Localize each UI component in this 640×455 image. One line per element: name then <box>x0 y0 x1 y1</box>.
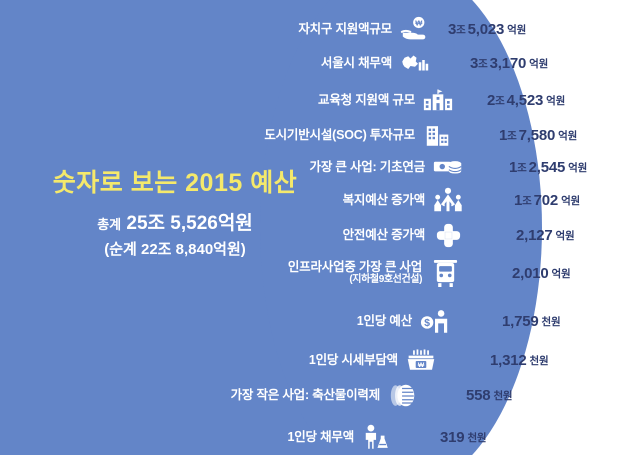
row-value-number: 1,759 <box>502 312 539 330</box>
row-value-number: 3,170 <box>489 54 527 72</box>
row-value: 2,010 억원 <box>512 256 571 290</box>
row-value: 1,759 천원 <box>502 304 561 338</box>
row-value-jo-part: 2 <box>487 91 496 109</box>
row-value-jo-part: 3 <box>448 20 457 38</box>
hand-holding-won-icon: ₩ <box>400 14 430 44</box>
row-value-jo-unit: 조 <box>522 194 532 207</box>
budget-row-5: 가장 큰 사업: 기초연금 <box>0 150 463 184</box>
row-label: 1인당 시세부담액 <box>308 353 398 367</box>
row-value: 319 천원 <box>440 420 487 454</box>
row-value-number: 702 <box>533 191 559 209</box>
row-value-number: 2,127 <box>516 226 553 244</box>
row-value-jo-unit: 조 <box>478 57 488 70</box>
row-label: 가장 작은 사업: 축산물이력제 <box>230 388 381 402</box>
subway-train-icon <box>430 258 460 288</box>
budget-row-3: 교육청 지원액 규모 <box>0 83 453 117</box>
row-value-number: 558 <box>466 386 491 404</box>
row-value-unit: 억원 <box>561 194 580 207</box>
row-value-unit: 억원 <box>546 94 566 107</box>
coin-stack-icon <box>388 380 418 410</box>
person-money-bag-icon: $ <box>420 306 450 336</box>
seoul-map-bars-icon <box>400 48 430 78</box>
row-value-unit: 억원 <box>551 267 571 280</box>
row-value-number: 319 <box>440 428 465 446</box>
budget-row-6: 복지예산 증가액 <box>0 183 463 217</box>
row-value-unit: 억원 <box>568 161 588 174</box>
person-debt-icon <box>362 422 392 452</box>
family-icon <box>433 185 463 215</box>
budget-row-1: 자치구 지원액규모 ₩ <box>0 12 430 46</box>
budget-row-2: 서울시 채무액 <box>0 46 430 80</box>
row-value-jo-unit: 조 <box>517 161 527 174</box>
total-amount-value: 25조 5,526억원 <box>126 213 253 235</box>
budget-row-11: 가장 작은 사업: 축산물이력제 <box>0 378 418 412</box>
row-value-jo-unit: 조 <box>456 23 466 36</box>
row-value: 2,127 억원 <box>516 218 575 252</box>
budget-row-10: 1인당 시세부담액 ₩ <box>0 343 436 377</box>
row-value-unit: 억원 <box>507 23 527 36</box>
budget-row-8: 인프라사업중 가장 큰 사업 (지하철9호선건설) <box>0 256 460 290</box>
page-title: 숫자로 보는 2015 예산 <box>52 169 298 197</box>
row-label: 1인당 예산 <box>356 314 412 328</box>
row-label: 서울시 채무액 <box>320 56 392 70</box>
row-label-sub: (지하철9호선건설) <box>349 274 422 286</box>
row-value-jo-part: 3 <box>470 54 479 72</box>
row-value-jo-part: 1 <box>514 191 523 209</box>
school-building-icon <box>423 85 453 115</box>
row-label: 자치구 지원액규모 <box>298 22 392 36</box>
budget-row-9: 1인당 예산 $ <box>0 304 450 338</box>
row-value-unit: 천원 <box>493 389 513 402</box>
row-value-unit: 천원 <box>541 315 561 328</box>
row-value-unit: 천원 <box>467 431 487 444</box>
budget-row-7: 안전예산 증가액 <box>0 218 463 252</box>
row-value-jo-unit: 조 <box>495 94 505 107</box>
total-budget-line: 총계 25조 5,526억원 <box>0 208 350 235</box>
row-value-number: 1,312 <box>490 351 527 369</box>
row-label: 가장 큰 사업: 기초연금 <box>309 160 426 174</box>
row-value: 1,312 천원 <box>490 343 549 377</box>
row-value-unit: 천원 <box>529 354 549 367</box>
cash-coins-icon <box>433 152 463 182</box>
title-block: 숫자로 보는 2015 예산 총계 25조 5,526억원 (순계 22조 8,… <box>0 168 350 259</box>
svg-text:₩: ₩ <box>415 19 423 28</box>
bandage-cross-icon <box>433 220 463 250</box>
row-label: 교육청 지원액 규모 <box>318 93 415 107</box>
budget-row-4: 도시기반시설(SOC) 투자규모 <box>0 118 453 152</box>
row-value-unit: 억원 <box>555 229 575 242</box>
net-budget-line: (순계 22조 8,840억원) <box>104 241 246 259</box>
wallet-won-icon: ₩ <box>406 345 436 375</box>
total-prefix-label: 총계 <box>97 217 122 233</box>
row-value-number: 4,523 <box>506 91 544 109</box>
row-label: 복지예산 증가액 <box>342 193 426 207</box>
blue-panel-bulge <box>260 0 542 455</box>
row-value-number: 2,545 <box>528 158 566 176</box>
row-value-number: 2,010 <box>512 264 549 282</box>
row-value-jo-part: 1 <box>509 158 518 176</box>
row-label: 도시기반시설(SOC) 투자규모 <box>264 128 415 142</box>
svg-text:₩: ₩ <box>418 362 425 369</box>
row-label: 1인당 채무액 <box>287 430 354 444</box>
row-value-unit: 억원 <box>529 57 549 70</box>
row-label: 인프라사업중 가장 큰 사업 (지하철9호선건설) <box>287 260 423 286</box>
row-value-jo-part: 1 <box>499 126 508 144</box>
svg-text:$: $ <box>424 318 430 329</box>
row-value-number: 7,580 <box>518 126 556 144</box>
office-buildings-icon <box>423 120 453 150</box>
row-value: 558 천원 <box>466 378 513 412</box>
budget-row-12: 1인당 채무액 <box>0 420 392 454</box>
row-value-number: 5,023 <box>467 20 505 38</box>
row-value-unit: 억원 <box>558 129 578 142</box>
row-value-jo-unit: 조 <box>507 129 517 142</box>
row-label: 안전예산 증가액 <box>342 228 426 242</box>
